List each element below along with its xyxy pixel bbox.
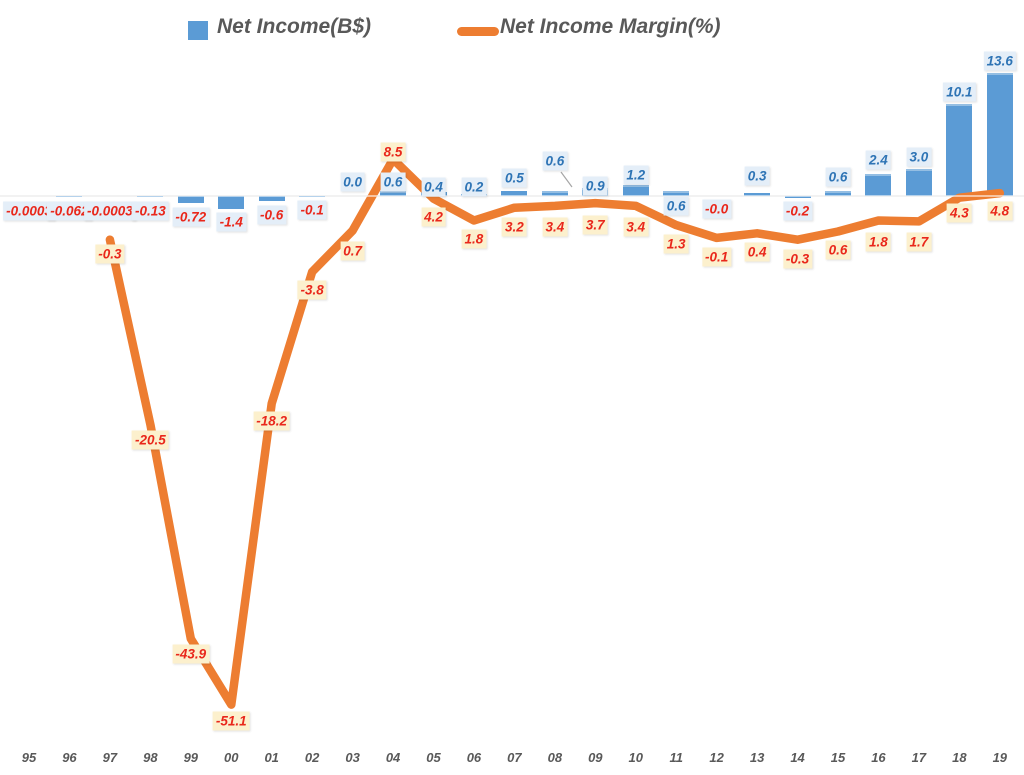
bar-13: [744, 193, 771, 197]
bar-99: [177, 196, 204, 203]
x-tick-98: 98: [143, 750, 158, 765]
margin-label-15: 0.6: [825, 240, 851, 260]
bar-label-11: 0.6: [663, 196, 689, 216]
margin-label-00: -51.1: [212, 711, 250, 731]
margin-label-01: -18.2: [253, 411, 291, 431]
x-tick-06: 06: [466, 750, 482, 765]
margin-label-13: 0.4: [744, 242, 770, 262]
margin-label-10: 3.4: [623, 217, 649, 237]
bar-label-97: -0.0003: [83, 201, 136, 221]
x-tick-14: 14: [790, 750, 805, 765]
bar-label-06: 0.2: [461, 177, 487, 197]
margin-label-16: 1.8: [866, 232, 891, 252]
x-tick-08: 08: [547, 750, 563, 765]
bar-label-02: -0.1: [297, 200, 327, 220]
bar-label-98: -0.13: [131, 201, 169, 221]
bar-label-00: -1.4: [216, 212, 246, 232]
bar-07: [501, 191, 528, 197]
bar-label-13: 0.3: [744, 166, 770, 186]
bar-label-16: 2.4: [866, 150, 891, 170]
bar-label-96: -0.062: [47, 201, 92, 221]
x-tick-01: 01: [264, 750, 279, 765]
x-tick-16: 16: [871, 750, 886, 765]
x-tick-02: 02: [304, 750, 320, 765]
bar-label-12: -0.0: [702, 199, 732, 219]
margin-label-97: -0.3: [95, 244, 125, 264]
margin-label-03: 0.7: [340, 241, 365, 261]
bar-19: [986, 72, 1013, 196]
bar-label-15: 0.6: [825, 167, 851, 187]
bar-label-18: 10.1: [943, 82, 976, 102]
margin-line: [105, 154, 1005, 709]
bar-label-99: -0.72: [172, 207, 210, 227]
x-tick-15: 15: [830, 750, 846, 765]
margin-label-19: 4.8: [987, 201, 1013, 221]
x-tick-19: 19: [992, 750, 1008, 765]
bar-18: [946, 104, 973, 197]
x-tick-09: 09: [588, 750, 603, 765]
x-tick-03: 03: [345, 750, 360, 765]
bar-01: [258, 196, 285, 201]
bar-label-14: -0.2: [782, 201, 813, 221]
x-tick-04: 04: [385, 750, 401, 765]
margin-label-99: -43.9: [172, 644, 210, 664]
x-tick-97: 97: [102, 750, 118, 765]
margin-label-04: 8.5: [380, 142, 406, 162]
legend-net-income-label: Net Income(B$): [217, 15, 372, 38]
x-tick-17: 17: [911, 750, 927, 765]
bar-17: [905, 168, 932, 196]
margin-label-12: -0.1: [702, 247, 732, 267]
bar-label-09: 0.9: [582, 176, 608, 196]
x-tick-99: 99: [183, 750, 199, 765]
margin-label-06: 1.8: [461, 229, 487, 249]
x-tick-00: 00: [224, 750, 239, 765]
x-tick-13: 13: [749, 750, 765, 765]
legend-margin-label: Net Income Margin(%): [500, 15, 721, 38]
bar-14: [784, 196, 811, 198]
legend-line-swatch-icon: [457, 27, 499, 36]
bar-label-07: 0.5: [502, 168, 527, 188]
x-tick-05: 05: [426, 750, 441, 765]
bar-label-03: 0.0: [340, 172, 365, 192]
label-leader-line: [560, 171, 573, 188]
bar-label-08: 0.6: [542, 151, 568, 171]
bar-label-05: 0.4: [421, 177, 446, 197]
bar-15: [825, 190, 851, 196]
bar-00: [218, 196, 245, 209]
bar-label-17: 3.0: [906, 147, 932, 167]
bar-11: [663, 190, 690, 196]
margin-label-14: -0.3: [782, 249, 813, 269]
bar-label-01: -0.6: [257, 205, 287, 225]
x-tick-11: 11: [669, 750, 683, 765]
margin-label-02: -3.8: [297, 280, 327, 300]
bar-16: [865, 174, 892, 197]
bar-label-04: 0.6: [380, 172, 406, 192]
x-tick-95: 95: [21, 750, 37, 765]
x-tick-07: 07: [507, 750, 522, 765]
bar-label-19: 13.6: [983, 51, 1016, 71]
margin-label-05: 4.2: [421, 207, 446, 227]
margin-label-18: 4.3: [946, 203, 972, 223]
bar-08: [541, 190, 568, 196]
x-tick-10: 10: [628, 750, 643, 765]
zero-axis-overlay: [0, 195, 1024, 197]
margin-label-08: 3.4: [542, 217, 568, 237]
x-tick-18: 18: [952, 750, 967, 765]
margin-label-09: 3.7: [582, 215, 608, 235]
margin-label-17: 1.7: [906, 232, 932, 252]
legend-bar-swatch-icon: [188, 21, 208, 40]
margin-label-07: 3.2: [502, 217, 527, 237]
bar-04: [380, 190, 407, 196]
bar-10: [622, 185, 649, 197]
x-tick-12: 12: [709, 750, 724, 765]
margin-label-11: 1.3: [663, 234, 689, 254]
x-tick-96: 96: [62, 750, 77, 765]
bar-label-95: -0.0003: [3, 201, 55, 221]
bar-label-10: 1.2: [623, 165, 649, 185]
margin-label-98: -20.5: [131, 430, 169, 450]
